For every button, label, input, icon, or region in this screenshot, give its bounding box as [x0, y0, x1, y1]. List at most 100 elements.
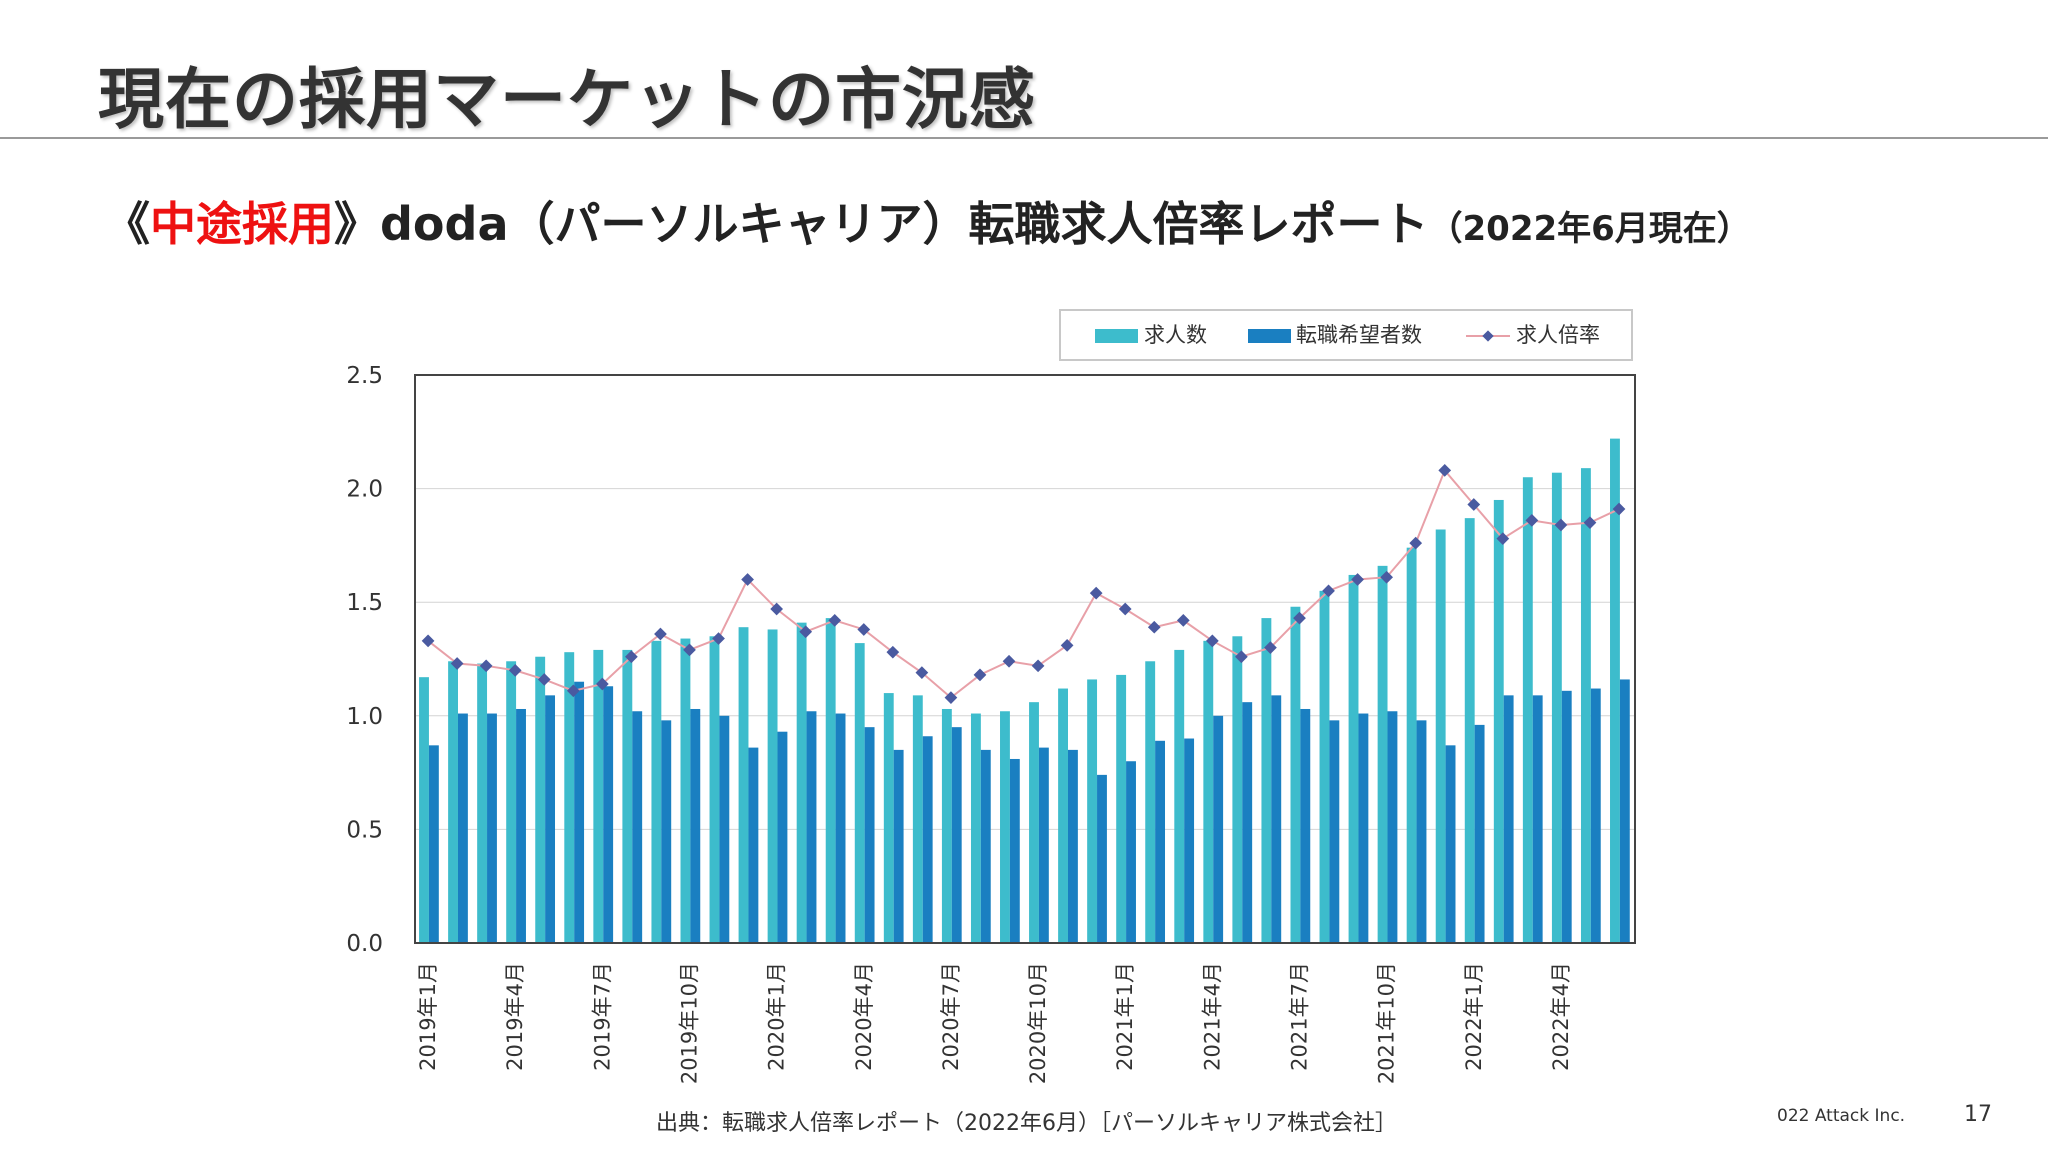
- y-tick-label: 2.0: [346, 477, 383, 503]
- bar-jobs: [1087, 679, 1098, 943]
- x-tick-label: 2019年10月: [678, 962, 702, 1084]
- bar-seekers: [922, 736, 933, 943]
- bar-seekers: [1242, 702, 1253, 943]
- bar-jobs: [622, 649, 633, 943]
- bar-jobs: [1580, 468, 1591, 943]
- bar-jobs: [912, 695, 923, 943]
- page-title: 現在の採用マーケットの市況感: [98, 61, 1036, 138]
- bar-jobs: [680, 638, 691, 943]
- ratio-marker: [1089, 586, 1103, 600]
- bar-seekers: [1300, 708, 1311, 943]
- job-ratio-chart: 0.0 0.5 1.0 1.5 2.0 2.5 2019年1月 2019年4月 2019年7月…: [346, 309, 1636, 1084]
- bar-seekers: [1009, 758, 1020, 943]
- bar-jobs: [419, 677, 429, 943]
- bar-seekers: [516, 708, 526, 943]
- bar-seekers: [1532, 695, 1543, 943]
- bar-jobs: [1406, 547, 1417, 943]
- legend-marker-ratio: [1482, 330, 1494, 342]
- x-tick-label: 2021年1月: [1113, 962, 1137, 1071]
- bar-seekers: [1126, 761, 1136, 943]
- chart-subtitle: 《中途採用》doda（パーソルキャリア）転職求人倍率レポート（2022年6月現在…: [104, 188, 1751, 254]
- x-tick-label: 2021年10月: [1375, 962, 1399, 1084]
- bar-jobs: [767, 629, 778, 943]
- plot-frame: [414, 374, 1636, 944]
- title-divider: [0, 137, 2048, 139]
- bar-seekers: [603, 686, 614, 943]
- bar-seekers: [632, 711, 643, 943]
- legend-label-ratio: 求人倍率: [1516, 323, 1600, 347]
- bar-seekers: [1474, 724, 1485, 943]
- x-tick-label: 2021年7月: [1288, 962, 1312, 1071]
- bar-jobs: [1145, 661, 1156, 943]
- subtitle-bracket-close: 》: [334, 197, 380, 251]
- x-tick-label: 2019年1月: [416, 962, 440, 1071]
- x-axis: 2019年1月 2019年4月 2019年7月 2019年10月 2020年1月 2020…: [416, 962, 1573, 1084]
- y-tick-label: 0.5: [346, 817, 383, 843]
- bar-seekers: [1329, 720, 1340, 943]
- bar-seekers: [1416, 720, 1427, 943]
- bar-seekers: [893, 749, 904, 943]
- legend: 求人数 転職希望者数 求人倍率: [1059, 309, 1633, 361]
- bar-jobs: [970, 713, 981, 943]
- bar-seekers: [777, 731, 788, 943]
- x-tick-label: 2020年1月: [765, 962, 789, 1071]
- company-name: 022 Attack Inc.: [1777, 1106, 1906, 1126]
- bar-jobs: [448, 661, 458, 943]
- bar-jobs: [1116, 674, 1127, 943]
- x-tick-label: 2021年4月: [1200, 962, 1224, 1071]
- bar-jobs: [1000, 711, 1010, 943]
- bar-jobs: [1610, 438, 1620, 943]
- legend-label-seekers: 転職希望者数: [1296, 323, 1422, 347]
- bar-seekers: [545, 695, 556, 943]
- bar-jobs: [883, 693, 894, 943]
- ratio-marker: [1031, 659, 1045, 673]
- bar-seekers: [574, 681, 585, 943]
- bar-jobs: [1319, 590, 1330, 943]
- bar-seekers: [748, 747, 759, 943]
- subtitle-main: doda（パーソルキャリア）転職求人倍率レポート: [380, 197, 1429, 251]
- bar-jobs: [1232, 636, 1243, 943]
- bar-seekers: [1097, 774, 1107, 943]
- bar-jobs: [1348, 574, 1359, 943]
- bar-seekers: [1184, 738, 1195, 943]
- bar-jobs: [1058, 688, 1068, 943]
- bar-jobs: [1551, 472, 1562, 943]
- bar-seekers: [457, 713, 468, 943]
- bar-seekers: [487, 713, 497, 943]
- bar-seekers: [719, 715, 730, 943]
- bar-seekers: [864, 727, 875, 943]
- bar-jobs: [535, 656, 546, 943]
- ratio-line: [427, 468, 1620, 699]
- ratio-marker: [1002, 654, 1016, 668]
- bar-jobs: [1493, 499, 1504, 943]
- legend-swatch-seekers: [1248, 329, 1291, 343]
- bar-jobs: [477, 663, 488, 943]
- bar-jobs: [738, 627, 749, 943]
- bar-seekers: [1619, 679, 1630, 943]
- y-tick-label: 1.0: [346, 704, 383, 730]
- legend-label-jobs: 求人数: [1144, 323, 1207, 347]
- y-tick-label: 0.0: [346, 931, 383, 957]
- grid-layer: [415, 488, 1635, 830]
- x-tick-label: 2022年1月: [1462, 962, 1486, 1071]
- x-tick-label: 2019年7月: [590, 962, 614, 1071]
- bar-jobs: [796, 622, 807, 943]
- x-tick-label: 2019年4月: [503, 962, 527, 1071]
- bar-jobs: [941, 708, 952, 943]
- bar-jobs: [1203, 640, 1214, 943]
- ratio-marker: [1118, 602, 1132, 616]
- bar-seekers: [806, 711, 817, 943]
- ratio-marker: [1060, 639, 1074, 652]
- legend-box: [1059, 309, 1633, 361]
- page-number: 17: [1964, 1102, 1992, 1127]
- bar-seekers: [1155, 740, 1166, 943]
- subtitle-date: （2022年6月現在）: [1428, 209, 1751, 249]
- x-tick-label: 2020年10月: [1026, 962, 1050, 1084]
- bars-layer: [419, 438, 1630, 943]
- bar-seekers: [980, 749, 991, 943]
- bar-jobs: [1435, 529, 1446, 943]
- bar-jobs: [1174, 649, 1185, 943]
- bar-seekers: [1561, 690, 1572, 943]
- bar-seekers: [951, 727, 962, 943]
- bar-jobs: [593, 649, 604, 943]
